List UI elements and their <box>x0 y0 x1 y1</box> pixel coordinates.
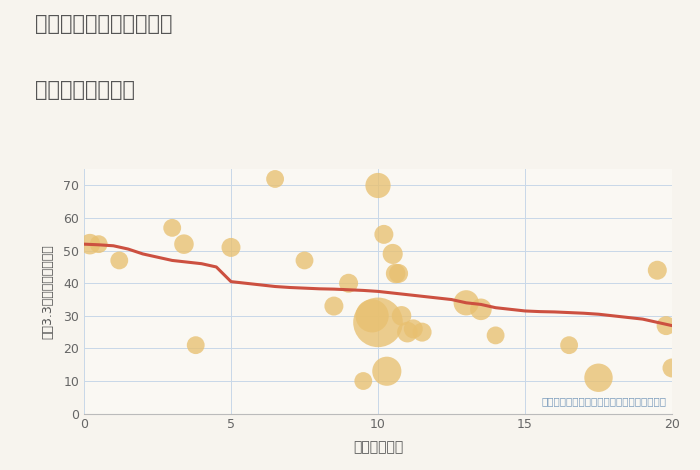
Point <box>402 329 413 336</box>
Point <box>593 374 604 382</box>
Point <box>564 341 575 349</box>
Point <box>396 312 407 320</box>
Point <box>178 240 190 248</box>
Point <box>416 329 428 336</box>
Point <box>407 325 419 333</box>
Point <box>393 270 404 277</box>
Point <box>93 240 104 248</box>
Point <box>378 231 389 238</box>
Text: 円の大きさは、取引のあった物件面積を示す: 円の大きさは、取引のあった物件面積を示す <box>541 396 666 406</box>
Point <box>390 270 401 277</box>
Point <box>387 250 398 258</box>
Point <box>299 257 310 264</box>
Point <box>343 280 354 287</box>
Point <box>113 257 125 264</box>
Text: 奈良県奈良市尼辻中町の: 奈良県奈良市尼辻中町の <box>35 14 172 34</box>
Point <box>666 364 678 372</box>
Point <box>461 299 472 306</box>
Text: 駅距離別土地価格: 駅距離別土地価格 <box>35 80 135 100</box>
Point <box>367 312 378 320</box>
Point <box>167 224 178 232</box>
Point <box>270 175 281 183</box>
Point <box>328 302 339 310</box>
Point <box>225 243 237 251</box>
Point <box>372 182 384 189</box>
Point <box>190 341 202 349</box>
X-axis label: 駅距離（分）: 駅距離（分） <box>353 440 403 454</box>
Point <box>475 306 486 313</box>
Y-axis label: 坪（3.3㎡）単価（万円）: 坪（3.3㎡）単価（万円） <box>42 244 55 339</box>
Point <box>84 240 95 248</box>
Point <box>358 377 369 385</box>
Point <box>661 322 672 329</box>
Point <box>490 332 501 339</box>
Point <box>372 319 384 326</box>
Point <box>652 266 663 274</box>
Point <box>382 368 393 375</box>
